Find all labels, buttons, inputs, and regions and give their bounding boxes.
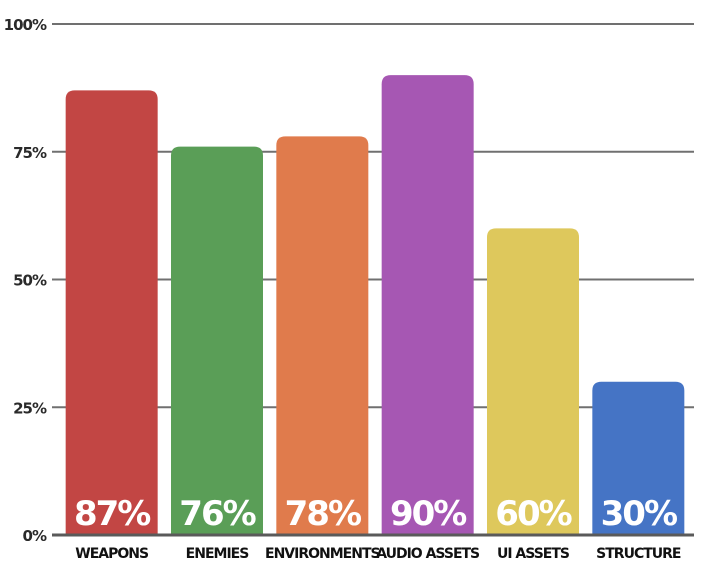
gridlines xyxy=(52,23,694,409)
bar-value-label: 76% xyxy=(179,494,255,534)
y-tick-label: 50% xyxy=(13,272,47,290)
bar-value-label: 87% xyxy=(74,494,150,534)
x-category-label: ENEMIES xyxy=(186,546,250,562)
y-tick-label: 0% xyxy=(23,527,47,545)
y-tick-label: 25% xyxy=(13,399,47,417)
x-category-label: ENVIRONMENTS xyxy=(265,546,380,562)
bar xyxy=(592,381,685,535)
x-category-label: UI ASSETS xyxy=(497,546,570,562)
bars: 87% 76% 78% 90% 60% 30% xyxy=(65,75,685,536)
x-category-label: STRUCTURE xyxy=(596,546,681,562)
y-axis-ticks: 0% 25% 50% 75% 100% xyxy=(4,16,48,545)
y-tick-label: 100% xyxy=(4,16,47,34)
x-category-label: AUDIO ASSETS xyxy=(376,546,480,562)
bar-value-label: 78% xyxy=(285,494,361,534)
bar-value-label: 60% xyxy=(495,494,571,534)
bar xyxy=(381,75,474,535)
bar-value-label: 30% xyxy=(601,494,677,534)
bar-value-label: 90% xyxy=(390,494,466,534)
y-tick-label: 75% xyxy=(13,144,47,162)
bar xyxy=(487,228,579,535)
bar xyxy=(171,146,263,535)
x-category-label: WEAPONS xyxy=(75,546,149,562)
bar xyxy=(276,136,369,536)
bar xyxy=(65,90,158,536)
